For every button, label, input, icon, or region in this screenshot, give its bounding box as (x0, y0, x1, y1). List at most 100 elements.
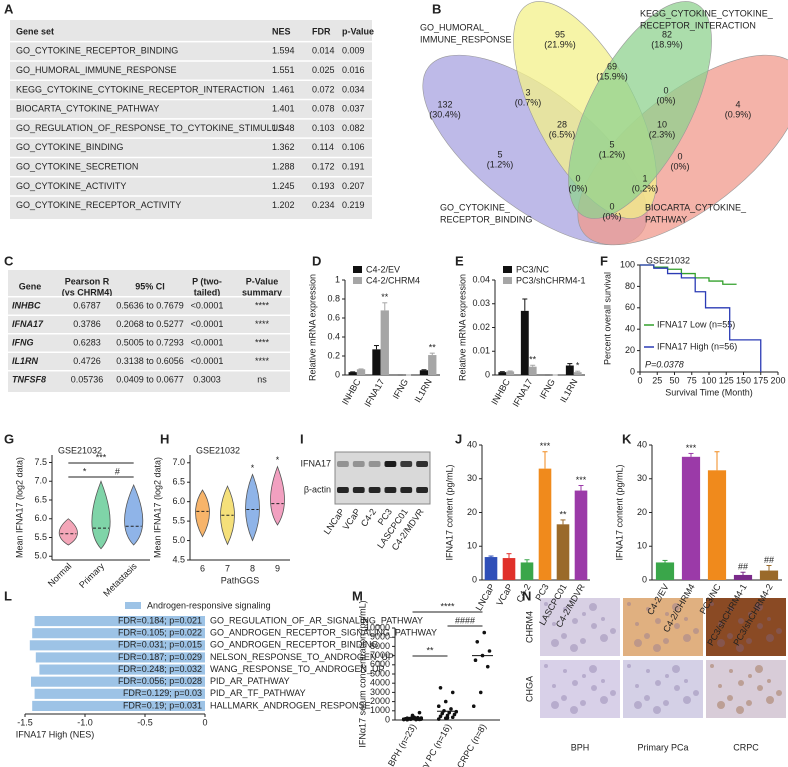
venn-set-label: IMMUNE_RESPONSE (420, 34, 512, 44)
table-header: P-Value (246, 276, 279, 286)
significance-label: ## (738, 562, 748, 572)
y-tick-label: 30 (637, 473, 647, 483)
y-tick-label: 7.5 (34, 457, 47, 467)
data-point (473, 658, 478, 662)
chart-title: GSE21032 (58, 445, 102, 455)
ihc-texture (610, 690, 616, 696)
bar (32, 628, 206, 639)
data-point (450, 715, 455, 720)
data-point (452, 712, 457, 717)
venn-percent: (18.9%) (651, 39, 683, 49)
table-cell: 1.461 (272, 84, 295, 94)
y-tick-label: 0 (485, 369, 490, 379)
legend-swatch (503, 277, 512, 284)
ihc-texture (757, 685, 763, 691)
bar (428, 355, 437, 375)
y-tick-label: 1000 (370, 705, 390, 715)
table-cell: IFNA17 (12, 319, 44, 329)
venn-count: 5 (497, 149, 502, 159)
ihc-texture (663, 700, 669, 706)
ihc-texture (646, 669, 650, 673)
data-point (445, 715, 450, 720)
ihc-texture (727, 633, 733, 639)
x-tick-label: IFNG (391, 377, 410, 401)
x-tick-label: IFNG (538, 377, 557, 401)
table-cell: 0.082 (342, 123, 365, 133)
y-tick-label: 0 (472, 574, 477, 584)
significance-label: *** (540, 441, 551, 451)
data-point (487, 649, 492, 653)
table-cell: GO_HUMORAL_IMMUNE_RESPONSE (16, 65, 177, 75)
chart-title: GSE21032 (196, 445, 240, 455)
blot-row-label: β-actin (304, 484, 331, 494)
y-tick-label: HALLMARK_ANDROGEN_RESPONSE (210, 700, 371, 710)
ihc-texture (738, 618, 744, 624)
data-point (440, 711, 445, 716)
venn-percent: (0.9%) (725, 109, 752, 119)
significance-label: ** (529, 355, 537, 365)
y-tick-label: 0.02 (472, 322, 490, 332)
ihc-texture (693, 628, 699, 634)
y-tick-label: 9000 (370, 632, 390, 642)
bar-label: FDR=0.129; p=0.03 (123, 688, 202, 698)
ihc-texture (634, 639, 642, 647)
bar (356, 369, 366, 375)
ihc-texture (572, 680, 578, 686)
y-axis-label: IFNα17 serum concentration (pg/mL) (357, 600, 367, 747)
venn-count: 132 (437, 99, 452, 109)
legend-label: Androgen-responsive signaling (147, 600, 271, 610)
table-cell: 0.3138 to 0.6056 (116, 356, 184, 366)
significance-label: ** (429, 343, 437, 353)
table-cell: GO_CYTOKINE_RECEPTOR_BINDING (16, 46, 178, 56)
legend-label: IFNA17 Low (n=55) (657, 319, 735, 329)
table-cell: 0.6283 (73, 337, 101, 347)
ihc-texture (748, 612, 752, 616)
ihc-texture (627, 602, 631, 606)
y-tick-label: 5.0 (172, 535, 185, 545)
y-tick-label: 80 (625, 281, 635, 291)
ihc-column-label: CRPC (733, 742, 759, 752)
x-tick-label: Primary (77, 561, 106, 590)
table-cell: **** (255, 337, 270, 347)
table-cell: 1.288 (272, 161, 295, 171)
table-cell: 0.193 (312, 181, 335, 191)
ihc-texture (736, 706, 744, 714)
y-tick-label: 10 (467, 541, 477, 551)
y-tick-label: 10 (637, 541, 647, 551)
significance-label: ## (764, 555, 774, 565)
table-cell: 0.025 (312, 65, 335, 75)
ihc-texture (683, 696, 691, 704)
table-cell: **** (255, 300, 270, 310)
blot-frame (334, 451, 431, 505)
chart-title: GSE21032 (646, 255, 690, 265)
significance-label: **** (440, 601, 455, 611)
table-cell: BIOCARTA_CYTOKINE_PATHWAY (16, 104, 159, 114)
x-tick-label: IFNA17 (362, 377, 386, 408)
y-tick-label: 40 (625, 324, 635, 334)
x-tick-label: -1.5 (17, 717, 33, 727)
bar (31, 676, 205, 687)
y-axis-label: Relative mRNA expression (457, 274, 467, 381)
blot-band (400, 461, 413, 467)
table-cell: 0.207 (342, 181, 365, 191)
table-cell: 0.009 (342, 46, 365, 56)
y-tick-label: 4.5 (172, 554, 185, 564)
ihc-image (540, 660, 620, 718)
p-value: P=0.0378 (645, 359, 684, 369)
ihc-texture (582, 612, 586, 616)
y-tick-label: 20 (625, 345, 635, 355)
ihc-row-label: CHRM4 (524, 611, 534, 643)
y-tick-label: 5000 (370, 668, 390, 678)
ihc-texture (729, 669, 733, 673)
ihc-texture (736, 644, 744, 652)
y-tick-label: 0 (385, 714, 390, 724)
y-tick-label: 20 (467, 507, 477, 517)
blot-band (368, 461, 381, 467)
table-header: FDR (312, 26, 331, 36)
y-tick-label: 6.5 (172, 477, 185, 487)
ihc-texture (665, 612, 669, 616)
significance-label: * (83, 466, 87, 476)
y-tick-label: 0.03 (472, 298, 490, 308)
table-cell: IL1RN (12, 356, 39, 366)
venn-count: 95 (555, 29, 565, 39)
